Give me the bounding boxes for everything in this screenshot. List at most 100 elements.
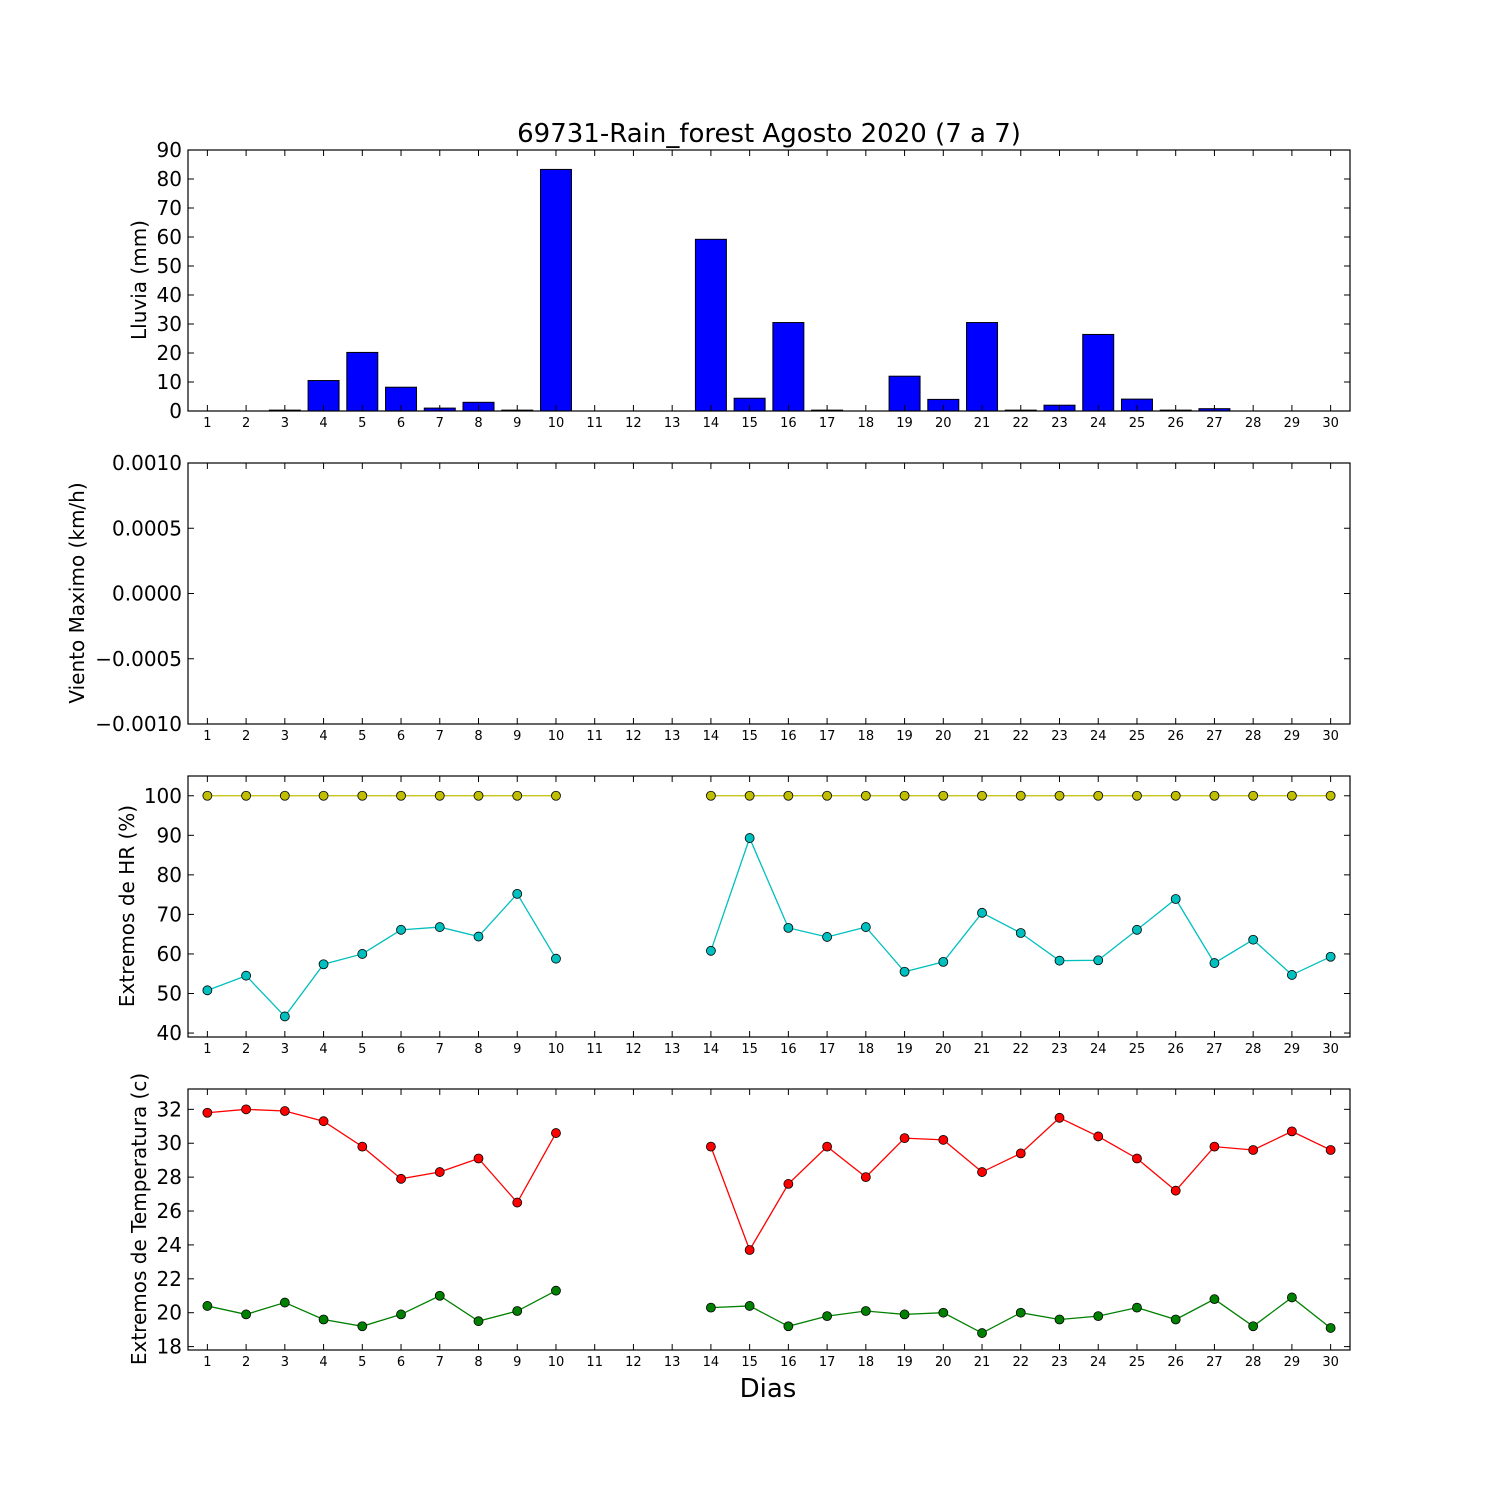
rain-xtick-label: 5 xyxy=(358,416,366,431)
temperature-xtick-label: 14 xyxy=(703,1355,720,1370)
humidity-series-0-point xyxy=(318,790,329,801)
humidity-xtick-label: 21 xyxy=(974,1042,991,1057)
rain-ytick-label: 10 xyxy=(157,370,182,394)
temperature-xtick-label: 3 xyxy=(281,1355,289,1370)
temperature-series-1-point xyxy=(1287,1292,1297,1303)
temperature-ytick-label: 32 xyxy=(157,1097,182,1121)
wind-xtick-label: 25 xyxy=(1129,729,1146,744)
humidity-xtick-label: 9 xyxy=(513,1042,521,1057)
humidity-series-1-point xyxy=(551,953,561,964)
humidity-series-0-point xyxy=(1132,790,1142,801)
temperature-ytick-label: 24 xyxy=(157,1233,182,1257)
temperature-xtick-label: 20 xyxy=(935,1355,952,1370)
temperature-xtick-label: 23 xyxy=(1051,1355,1068,1370)
humidity-xtick-label: 3 xyxy=(281,1042,289,1057)
rain-xtick-label: 27 xyxy=(1206,416,1223,431)
humidity-xtick-label: 14 xyxy=(703,1042,720,1057)
rain-xtick-label: 18 xyxy=(858,416,875,431)
humidity-ytick-label: 80 xyxy=(157,863,182,887)
temperature-series-1-point xyxy=(977,1328,987,1338)
temperature-xtick-label: 16 xyxy=(780,1355,797,1370)
humidity-series-0-point xyxy=(357,790,368,801)
humidity-series-1-point xyxy=(744,833,755,843)
humidity-series-0-point xyxy=(744,790,755,801)
humidity-series-1-point xyxy=(938,956,949,967)
humidity-series-1-point xyxy=(783,922,794,933)
rain-xtick-label: 24 xyxy=(1090,416,1107,431)
rain-xtick-label: 23 xyxy=(1051,416,1068,431)
humidity-series-1-point xyxy=(434,922,445,932)
temperature-xtick-label: 4 xyxy=(319,1355,327,1370)
humidity-ytick-label: 60 xyxy=(157,942,182,966)
wind-xtick-label: 28 xyxy=(1245,729,1262,744)
rain-xtick-label: 13 xyxy=(664,416,681,431)
humidity-xtick-label: 25 xyxy=(1129,1042,1146,1057)
temperature-series-1-point xyxy=(357,1321,368,1332)
temperature-xtick-label: 1 xyxy=(203,1355,211,1370)
temperature-ytick-label: 22 xyxy=(157,1267,182,1291)
rain-xtick-label: 17 xyxy=(819,416,836,431)
temperature-series-0-point xyxy=(512,1197,523,1208)
humidity-ytick-label: 40 xyxy=(157,1021,182,1045)
rain-xtick-label: 15 xyxy=(741,416,758,431)
wind-ytick-label: −0.0005 xyxy=(95,647,182,671)
humidity-series-0-point xyxy=(706,790,716,801)
temperature-xtick-label: 7 xyxy=(436,1355,444,1370)
humidity-series-1-point xyxy=(1093,955,1104,966)
wind-xtick-label: 27 xyxy=(1206,729,1223,744)
humidity-series-1-point xyxy=(977,907,987,918)
temperature-series-1-point xyxy=(202,1301,213,1311)
humidity-plot-frame xyxy=(187,775,1351,1038)
temperature-series-0-point xyxy=(1325,1145,1336,1155)
temperature-xtick-label: 18 xyxy=(858,1355,875,1370)
temperature-series-1-point xyxy=(1093,1311,1104,1322)
wind-xtick-label: 15 xyxy=(741,729,758,744)
temperature-xtick-label: 9 xyxy=(513,1355,521,1370)
rain-xtick-label: 16 xyxy=(780,416,797,431)
humidity-xtick-label: 6 xyxy=(397,1042,405,1057)
humidity-series xyxy=(202,790,1336,1022)
rain-xtick-label: 21 xyxy=(974,416,991,431)
humidity-xtick-label: 26 xyxy=(1167,1042,1184,1057)
humidity-xtick-label: 19 xyxy=(896,1042,913,1057)
temperature-xtick-label: 27 xyxy=(1206,1355,1223,1370)
rain-bar xyxy=(1082,333,1115,412)
humidity-series-0-point xyxy=(1209,790,1220,801)
wind-xtick-label: 8 xyxy=(474,729,482,744)
wind-xtick-label: 11 xyxy=(586,729,603,744)
humidity-series-0-point xyxy=(202,790,213,801)
humidity-xtick-label: 12 xyxy=(625,1042,642,1057)
temperature-series-0-point xyxy=(1287,1126,1297,1137)
humidity-y-ticks: 40 50 60 70 80 90 100 xyxy=(144,784,1350,1045)
temperature-series xyxy=(202,1104,1336,1338)
temperature-series-1-point xyxy=(706,1302,716,1313)
humidity-xtick-label: 16 xyxy=(780,1042,797,1057)
humidity-series-0-point xyxy=(977,790,987,801)
wind-xtick-label: 14 xyxy=(703,729,720,744)
temperature-series-1-point xyxy=(783,1321,794,1332)
humidity-series-0-point xyxy=(822,790,832,801)
temperature-series-0-point xyxy=(860,1172,871,1183)
rain-bar xyxy=(307,380,340,412)
temperature-series-1-point xyxy=(860,1306,871,1316)
humidity-xtick-label: 5 xyxy=(358,1042,366,1057)
rain-xtick-label: 6 xyxy=(397,416,405,431)
humidity-xtick-label: 15 xyxy=(741,1042,758,1057)
temperature-series-1-point xyxy=(279,1297,290,1308)
temperature-series-0-point xyxy=(279,1106,290,1116)
humidity-xtick-label: 27 xyxy=(1206,1042,1223,1057)
rain-xtick-label: 30 xyxy=(1322,416,1339,431)
humidity-series-0-point xyxy=(1170,790,1181,801)
humidity-series-1-point xyxy=(860,922,871,932)
humidity-xtick-label: 18 xyxy=(858,1042,875,1057)
humidity-xtick-label: 2 xyxy=(242,1042,250,1057)
wind-xtick-label: 21 xyxy=(974,729,991,744)
wind-plot-frame xyxy=(187,462,1351,725)
temperature-series-1-point xyxy=(241,1309,252,1320)
temperature-xtick-label: 24 xyxy=(1090,1355,1107,1370)
rain-y-axis-label: Lluvia (mm) xyxy=(127,220,151,340)
wind-xtick-label: 5 xyxy=(358,729,366,744)
humidity-xtick-label: 30 xyxy=(1322,1042,1339,1057)
